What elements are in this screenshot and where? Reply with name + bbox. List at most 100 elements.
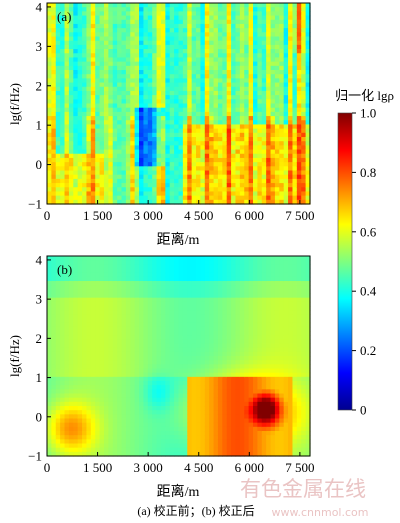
- heatmap-cell: [73, 153, 79, 159]
- heatmap-cell: [239, 128, 245, 134]
- heatmap-cell: [152, 157, 158, 163]
- heatmap-cell: [196, 82, 202, 88]
- heatmap-cell: [82, 7, 88, 12]
- heatmap-cell: [231, 82, 237, 88]
- heatmap-cell: [82, 162, 88, 167]
- heatmap-cell: [121, 376, 127, 382]
- heatmap-cell: [147, 195, 153, 201]
- heatmap-cell: [108, 447, 114, 453]
- heatmap-cell: [112, 15, 118, 21]
- heatmap-cell: [209, 389, 215, 395]
- heatmap-cell: [103, 418, 109, 424]
- heatmap-cell: [239, 195, 245, 201]
- heatmap-cell: [82, 431, 88, 436]
- heatmap-cell: [55, 145, 61, 151]
- heatmap-cell: [112, 260, 118, 265]
- heatmap-cell: [253, 107, 258, 113]
- heatmap-cell: [178, 137, 184, 142]
- heatmap-cell: [204, 414, 210, 420]
- heatmap-cell: [90, 174, 96, 180]
- heatmap-cell: [86, 376, 92, 382]
- heatmap-cell: [77, 187, 83, 193]
- heatmap-cell: [213, 272, 219, 278]
- heatmap-cell: [200, 301, 206, 307]
- heatmap-cell: [231, 306, 237, 311]
- y-tick-label-a: 4: [36, 0, 43, 14]
- heatmap-cell: [117, 435, 123, 440]
- heatmap-cell: [117, 426, 123, 432]
- heatmap-cell: [182, 3, 188, 8]
- heatmap-cell: [77, 15, 83, 21]
- heatmap-cell: [134, 162, 140, 167]
- heatmap-cell: [196, 443, 202, 449]
- heatmap-cell: [51, 3, 57, 8]
- heatmap-cell: [274, 132, 280, 138]
- heatmap-cell: [134, 120, 140, 126]
- heatmap-cell: [169, 61, 175, 67]
- heatmap-cell: [301, 149, 307, 155]
- heatmap-cell: [274, 78, 280, 84]
- heatmap-cell: [191, 331, 197, 336]
- heatmap-cell: [103, 322, 109, 328]
- heatmap-cell: [213, 410, 219, 415]
- heatmap-cell: [143, 195, 149, 201]
- heatmap-cell: [121, 410, 127, 415]
- heatmap-cell: [235, 335, 241, 340]
- heatmap-cell: [130, 99, 136, 105]
- heatmap-cell: [217, 11, 223, 17]
- heatmap-cell: [82, 447, 88, 453]
- plot-frame-a: [46, 2, 311, 205]
- heatmap-cell: [187, 36, 193, 42]
- heatmap-cell: [108, 368, 114, 374]
- heatmap-cell: [253, 19, 258, 25]
- heatmap-cell: [169, 111, 175, 117]
- heatmap-cell: [187, 376, 193, 382]
- heatmap-cell: [139, 40, 145, 46]
- heatmap-cell: [64, 435, 70, 440]
- heatmap-cell: [152, 78, 158, 84]
- heatmap-cell: [95, 281, 101, 286]
- heatmap-cell: [182, 32, 188, 38]
- heatmap-cell: [200, 322, 206, 328]
- heatmap-cell: [134, 28, 140, 33]
- heatmap-cell: [305, 57, 311, 63]
- heatmap-cell: [60, 124, 66, 130]
- heatmap-cell: [95, 393, 101, 399]
- heatmap-cell: [90, 70, 96, 75]
- heatmap-cell: [301, 61, 307, 67]
- heatmap-cell: [209, 132, 215, 138]
- heatmap-cell: [121, 53, 127, 59]
- heatmap-cell: [103, 149, 109, 155]
- heatmap-cell: [200, 264, 206, 270]
- heatmap-cell: [95, 297, 101, 303]
- heatmap-cell: [77, 351, 83, 357]
- heatmap-cell: [222, 61, 228, 67]
- heatmap-cell: [68, 389, 74, 395]
- heatmap-cell: [147, 293, 153, 299]
- heatmap-cell: [266, 57, 272, 63]
- heatmap-cell: [68, 431, 74, 436]
- heatmap-cell: [139, 70, 145, 75]
- heatmap-cell: [217, 414, 223, 420]
- heatmap-cell: [231, 137, 237, 142]
- heatmap-cell: [292, 141, 298, 146]
- heatmap-cell: [86, 120, 92, 126]
- heatmap-cell: [200, 44, 206, 50]
- heatmap-cell: [112, 326, 118, 332]
- heatmap-cell: [108, 157, 114, 163]
- heatmap-cell: [86, 36, 92, 42]
- heatmap-cell: [217, 322, 223, 328]
- heatmap-cell: [296, 99, 302, 105]
- heatmap-cell: [292, 95, 298, 100]
- heatmap-cell: [51, 183, 57, 188]
- heatmap-cell: [108, 372, 114, 378]
- heatmap-cell: [301, 36, 307, 42]
- heatmap-cell: [226, 268, 232, 274]
- heatmap-cell: [139, 418, 145, 424]
- heatmap-cell: [209, 166, 215, 172]
- heatmap-cell: [231, 11, 237, 17]
- heatmap-cell: [169, 49, 175, 54]
- heatmap-cell: [191, 347, 197, 353]
- heatmap-cell: [226, 422, 232, 428]
- heatmap-cell: [213, 435, 219, 440]
